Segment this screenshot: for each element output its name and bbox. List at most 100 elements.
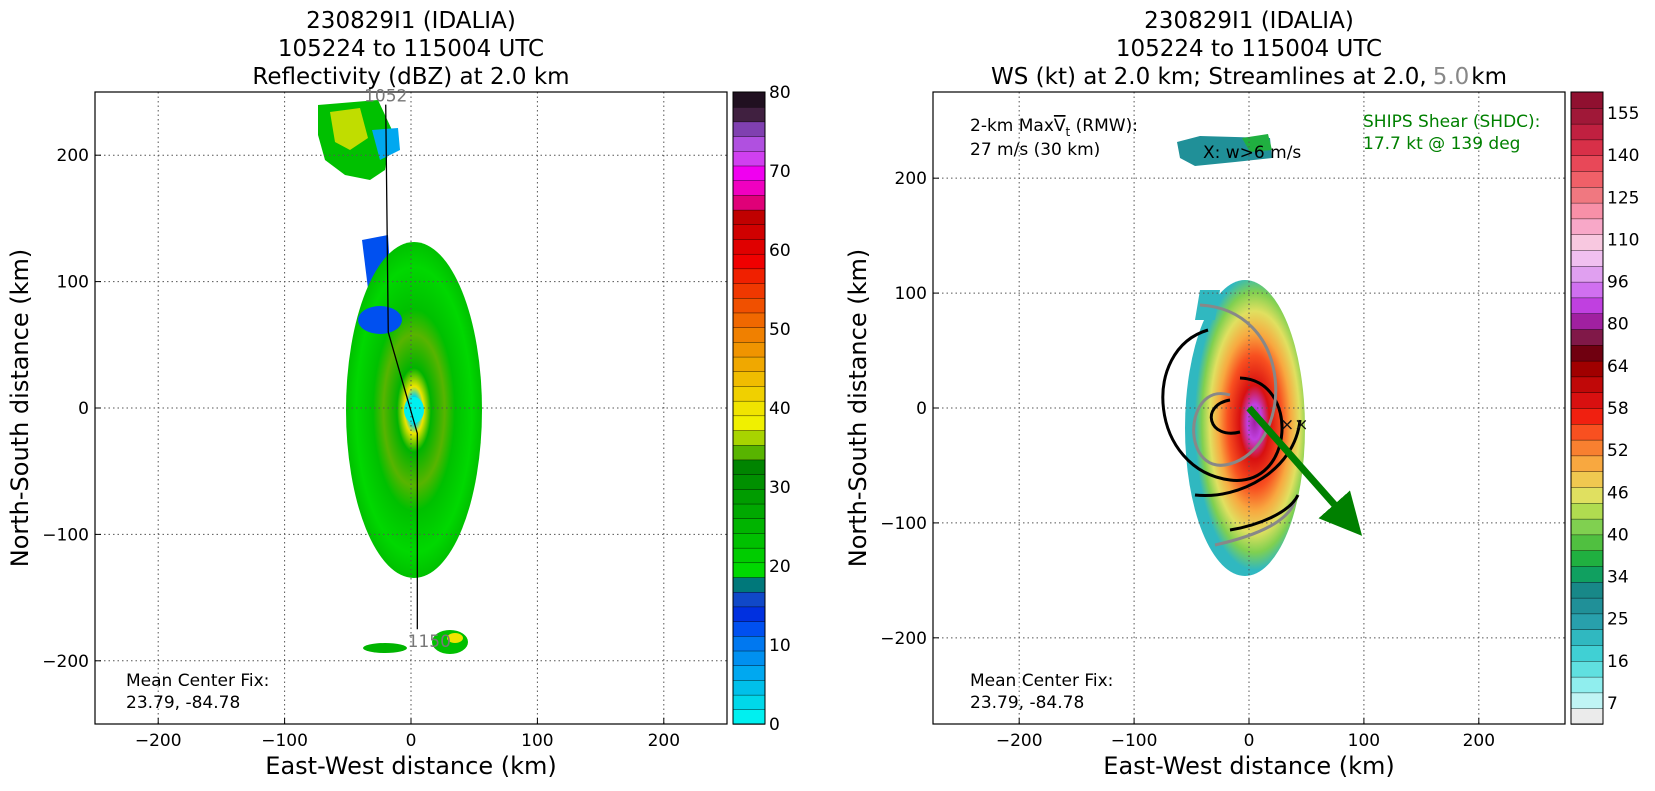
left-title-line2: 105224 to 115004 UTC [278, 36, 544, 62]
right-x-tick-label: −200 [996, 731, 1043, 751]
left-colorbar-segment [732, 253, 766, 270]
right-colorbar-segment [1570, 613, 1604, 630]
ships-shear-label: SHIPS Shear (SHDC): [1363, 112, 1540, 132]
right-title-line3-unit: km [1471, 64, 1507, 90]
right-colorbar-label: 46 [1607, 483, 1629, 503]
left-colorbar-segment [732, 488, 766, 505]
right-colorbar-segment [1570, 439, 1604, 457]
right-center-fix-value: 23.79, -84.78 [970, 693, 1084, 713]
right-colorbar-segment [1570, 170, 1604, 188]
left-colorbar-segment [732, 547, 766, 564]
left-colorbar-segment [732, 385, 766, 402]
right-colorbar-label: 125 [1607, 188, 1639, 208]
left-colorbar-segment [732, 532, 766, 549]
right-colorbar-label: 52 [1607, 441, 1629, 461]
left-center-fix-value: 23.79, -84.78 [126, 693, 240, 713]
ships-shear-arrow [1246, 405, 1363, 536]
left-x-axis-label: East-West distance (km) [265, 752, 556, 780]
right-colorbar-segment [1570, 233, 1604, 251]
max-vt-value: 27 m/s (30 km) [970, 140, 1100, 160]
right-title-line3: WS (kt) at 2.0 km; Streamlines at 2.0, 5.… [991, 64, 1507, 90]
rainband-north-core [330, 108, 368, 150]
left-colorbar-segment [732, 121, 766, 137]
right-colorbar-segment [1570, 265, 1604, 283]
left-colorbar-label: 50 [769, 320, 791, 340]
right-y-tick-label: 0 [916, 399, 927, 419]
right-colorbar-segment [1570, 534, 1604, 551]
left-colorbar-segment [732, 135, 766, 152]
left-y-tick-label: 0 [78, 399, 89, 419]
left-colorbar-segment [732, 150, 766, 167]
left-colorbar-segment [732, 444, 766, 461]
right-colorbar-label: 7 [1607, 694, 1618, 714]
track-start-label: 1052 [364, 87, 407, 107]
left-colorbar-segment [732, 106, 766, 123]
max-vt-sub: t [1066, 125, 1071, 139]
right-y-axis-label: North-South distance (km) [844, 249, 872, 568]
left-y-axis-label: North-South distance (km) [6, 249, 34, 568]
left-colorbar-label: 70 [769, 162, 791, 182]
left-colorbar-segment [732, 341, 766, 358]
left-colorbar-segment [732, 518, 766, 534]
left-colorbar-segment [732, 165, 766, 181]
right-y-tick-label: 100 [895, 284, 927, 304]
right-colorbar-segment [1570, 297, 1604, 314]
left-x-tick-label: 100 [521, 731, 553, 751]
left-colorbar-segment [732, 224, 766, 240]
left-colorbar-segment [732, 459, 766, 475]
right-colorbar-segment [1570, 107, 1604, 125]
right-colorbar-segment [1570, 660, 1604, 678]
left-colorbar-segment [732, 326, 766, 343]
right-colorbar-segment [1570, 186, 1604, 204]
left-colorbar-label: 60 [769, 241, 791, 261]
right-title-line3-main: WS (kt) at 2.0 km; Streamlines at 2.0, [991, 64, 1427, 90]
right-colorbar-segment [1570, 597, 1604, 615]
right-colorbar-label: 40 [1607, 525, 1629, 545]
left-colorbar-segment [732, 312, 766, 328]
left-y-tick-label: 200 [57, 146, 89, 166]
right-colorbar-segment [1570, 423, 1604, 441]
right-colorbar-label: 25 [1607, 610, 1629, 630]
right-x-axis-label: East-West distance (km) [1103, 752, 1394, 780]
max-vt-label: 2-km MaxVt (RMW): [970, 116, 1138, 139]
left-colorbar-segment [732, 473, 766, 490]
right-colorbar-segment [1570, 139, 1604, 156]
right-colorbar-segment [1570, 629, 1604, 646]
streamline-south-black-2 [1229, 494, 1300, 532]
left-colorbar-segment [732, 371, 766, 387]
streamline-south-black [1194, 419, 1302, 498]
left-colorbar-frame [732, 91, 766, 725]
left-colorbar-label: 80 [769, 83, 791, 103]
right-title-line1: 230829I1 (IDALIA) [1144, 8, 1354, 34]
left-y-tick-label: −200 [42, 652, 89, 672]
right-colorbar [1570, 91, 1604, 725]
right-y-ticks: −200 −100 0 100 200 [880, 169, 939, 649]
left-x-tick-label: −200 [135, 731, 182, 751]
left-y-tick-label: 100 [57, 273, 89, 293]
left-colorbar-label: 10 [769, 636, 791, 656]
left-title-line1: 230829I1 (IDALIA) [306, 8, 516, 34]
rainband-south-west [363, 643, 407, 653]
right-colorbar-segment [1570, 123, 1604, 141]
right-x-tick-label: 200 [1463, 731, 1495, 751]
left-center-fix-label: Mean Center Fix: [126, 671, 269, 691]
right-colorbar-label: 16 [1607, 652, 1629, 672]
left-colorbar-segment [732, 635, 766, 652]
right-colorbar-label: 80 [1607, 315, 1629, 335]
right-colorbar-label: 110 [1607, 230, 1639, 250]
right-colorbar-segment [1570, 392, 1604, 409]
right-colorbar-segment [1570, 565, 1604, 583]
flight-track [385, 104, 418, 630]
right-colorbar-segment [1570, 455, 1604, 472]
left-colorbar-segment [732, 576, 766, 593]
w-marker: ×× [1280, 415, 1309, 435]
streamlines [1161, 303, 1302, 547]
left-colorbar-segment [732, 282, 766, 299]
right-y-tick-label: 200 [895, 169, 927, 189]
max-vt-v: V [1054, 116, 1066, 136]
right-colorbar-label: 140 [1607, 146, 1639, 166]
right-colorbar-frame [1570, 91, 1604, 725]
max-vt-suffix: (RMW): [1070, 116, 1138, 136]
left-title-line3: Reflectivity (dBZ) at 2.0 km [252, 64, 569, 90]
streamline-inner-black [1209, 398, 1241, 435]
